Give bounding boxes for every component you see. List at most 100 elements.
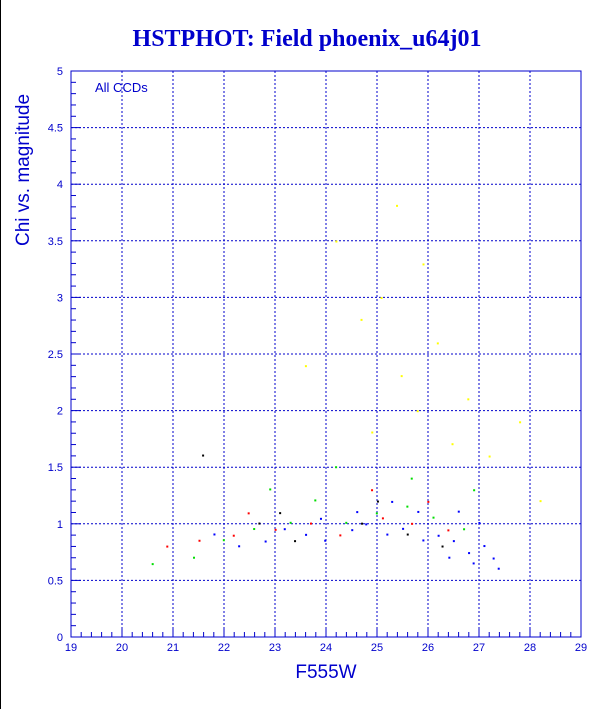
data-point bbox=[253, 528, 256, 531]
data-point bbox=[483, 545, 486, 548]
data-point bbox=[402, 527, 405, 530]
data-point bbox=[371, 489, 374, 492]
data-point bbox=[314, 499, 317, 502]
data-point bbox=[264, 540, 267, 543]
data-point bbox=[376, 500, 379, 503]
data-point bbox=[457, 510, 460, 513]
data-point bbox=[294, 540, 297, 543]
data-point bbox=[451, 443, 454, 446]
data-point bbox=[304, 365, 307, 368]
data-point bbox=[232, 534, 235, 537]
y-tick-label: 4 bbox=[57, 179, 63, 191]
data-point bbox=[371, 431, 374, 434]
y-tick-label: 4.5 bbox=[48, 123, 63, 135]
data-point bbox=[319, 517, 322, 520]
data-point bbox=[473, 489, 476, 492]
data-point bbox=[447, 529, 450, 532]
data-point bbox=[488, 455, 491, 458]
y-tick-label: 3.5 bbox=[48, 236, 63, 248]
data-point bbox=[539, 500, 542, 503]
data-point bbox=[247, 512, 250, 515]
data-point bbox=[339, 534, 342, 537]
x-tick-label: 23 bbox=[269, 642, 281, 654]
data-point bbox=[437, 534, 440, 537]
data-point bbox=[198, 539, 201, 542]
data-point bbox=[492, 557, 495, 560]
data-point bbox=[193, 556, 196, 559]
x-tick-label: 27 bbox=[473, 642, 485, 654]
data-point bbox=[432, 516, 435, 519]
y-tick-label: 0.5 bbox=[48, 575, 63, 587]
x-tick-label: 19 bbox=[65, 642, 77, 654]
data-point bbox=[411, 522, 414, 525]
data-point bbox=[202, 454, 205, 457]
data-point bbox=[222, 539, 225, 542]
data-point bbox=[441, 545, 444, 548]
x-tick-label: 28 bbox=[524, 642, 536, 654]
data-point bbox=[345, 521, 348, 524]
data-point bbox=[406, 533, 409, 536]
data-point bbox=[417, 510, 420, 513]
data-point bbox=[386, 533, 389, 536]
data-point bbox=[497, 567, 500, 570]
chart-title: HSTPHOT: Field phoenix_u64j01 bbox=[132, 26, 482, 52]
data-point bbox=[213, 533, 216, 536]
data-point bbox=[289, 521, 292, 524]
data-point bbox=[361, 522, 364, 525]
data-point bbox=[436, 342, 439, 345]
y-tick-label: 1 bbox=[57, 519, 63, 531]
data-point bbox=[335, 466, 338, 469]
x-tick-label: 29 bbox=[575, 642, 587, 654]
data-point bbox=[406, 505, 409, 508]
data-point bbox=[391, 500, 394, 503]
data-point bbox=[380, 297, 383, 300]
data-point bbox=[269, 488, 272, 491]
x-tick-label: 21 bbox=[167, 642, 179, 654]
x-tick-label: 25 bbox=[371, 642, 383, 654]
x-tick-label: 22 bbox=[218, 642, 230, 654]
data-point bbox=[335, 240, 338, 243]
data-point bbox=[468, 552, 471, 555]
data-point bbox=[356, 511, 359, 514]
x-axis-title: F555W bbox=[295, 662, 356, 683]
x-tick-label: 24 bbox=[320, 642, 332, 654]
data-point bbox=[351, 529, 354, 532]
data-point bbox=[467, 398, 470, 401]
data-point bbox=[452, 540, 455, 543]
data-point bbox=[360, 318, 363, 321]
y-tick-label: 0 bbox=[57, 632, 63, 644]
data-point bbox=[472, 562, 475, 565]
data-point bbox=[305, 533, 308, 536]
x-tick-labels: 19 20 21 22 23 24 25 26 27 28 29 bbox=[65, 642, 587, 654]
data-point bbox=[422, 263, 425, 266]
y-axis-title: Chi vs. magnitude bbox=[13, 94, 34, 246]
data-point bbox=[478, 522, 481, 525]
data-point bbox=[365, 523, 368, 526]
data-point bbox=[375, 512, 378, 515]
grid-lines bbox=[71, 71, 581, 637]
y-tick-label: 3 bbox=[57, 292, 63, 304]
tick-marks bbox=[70, 70, 582, 638]
data-point bbox=[463, 528, 466, 531]
data-point bbox=[279, 512, 282, 515]
data-points bbox=[151, 204, 542, 570]
x-tick-label: 20 bbox=[116, 642, 128, 654]
data-point bbox=[448, 556, 451, 559]
y-tick-labels: 0 0.5 1 1.5 2 2.5 3 3.5 4 4.5 5 bbox=[48, 66, 63, 644]
y-tick-label: 2.5 bbox=[48, 349, 63, 361]
data-point bbox=[416, 410, 419, 413]
y-tick-label: 2 bbox=[57, 406, 63, 418]
data-point bbox=[324, 539, 327, 542]
data-point bbox=[274, 528, 277, 531]
data-point bbox=[410, 477, 413, 480]
data-point bbox=[422, 539, 425, 542]
y-tick-label: 5 bbox=[57, 66, 63, 78]
data-point bbox=[166, 545, 169, 548]
data-point bbox=[519, 421, 522, 424]
data-point bbox=[427, 500, 430, 503]
data-point bbox=[309, 522, 312, 525]
data-point bbox=[381, 517, 384, 520]
data-point bbox=[396, 204, 399, 207]
annotation-all-ccds: All CCDs bbox=[95, 80, 148, 95]
